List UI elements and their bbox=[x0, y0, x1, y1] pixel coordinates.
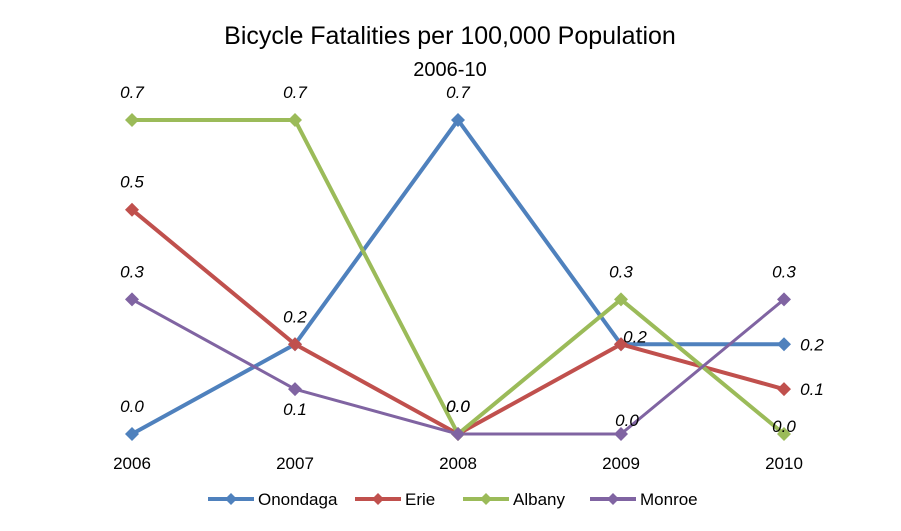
x-tick-label: 2009 bbox=[602, 454, 640, 473]
data-labels: 0.00.20.70.20.50.00.20.10.7 0.70.00.30.00… bbox=[120, 83, 824, 436]
data-label-monroe: 0.3 bbox=[120, 262, 144, 281]
data-label-albany: 0.3 bbox=[609, 262, 633, 281]
legend-label-erie: Erie bbox=[405, 490, 435, 509]
data-label-onondaga: 0.2 bbox=[800, 335, 824, 354]
data-point-onondaga bbox=[777, 337, 791, 352]
data-label-monroe: 0.3 bbox=[772, 262, 796, 281]
series-markers bbox=[125, 113, 791, 441]
data-label-albany: 0.0 bbox=[772, 417, 796, 436]
legend-label-onondaga: Onondaga bbox=[258, 490, 338, 509]
data-label-onondaga: 0.2 bbox=[283, 307, 307, 326]
data-point-albany bbox=[614, 292, 628, 307]
data-point-onondaga bbox=[451, 113, 465, 127]
series-line-onondaga bbox=[131, 118, 784, 436]
series-line-albany bbox=[132, 118, 786, 436]
x-tick-label: 2010 bbox=[765, 454, 803, 473]
legend-marker-monroe bbox=[607, 493, 619, 505]
legend-label-monroe: Monroe bbox=[640, 490, 698, 509]
data-label-onondaga: 0.7 bbox=[446, 83, 470, 102]
legend-marker-onondaga bbox=[225, 493, 237, 505]
x-tick-label: 2006 bbox=[113, 454, 151, 473]
data-point-monroe bbox=[288, 382, 302, 397]
data-point-albany bbox=[125, 113, 139, 127]
x-tick-label: 2008 bbox=[439, 454, 477, 473]
data-point-monroe bbox=[125, 292, 139, 307]
data-label-monroe: 0.0 bbox=[615, 411, 639, 430]
chart-title: Bicycle Fatalities per 100,000 Populatio… bbox=[224, 22, 676, 50]
data-label-erie: 0.2 bbox=[623, 327, 647, 346]
data-label-albany: 0.7 bbox=[283, 83, 307, 102]
data-point-onondaga bbox=[125, 427, 139, 441]
data-point-monroe bbox=[777, 292, 791, 307]
data-label-onondaga: 0.0 bbox=[120, 397, 144, 416]
data-label-albany: 0.7 bbox=[120, 83, 144, 102]
data-label-monroe: 0.1 bbox=[283, 400, 307, 419]
data-label-erie: 0.5 bbox=[120, 173, 144, 192]
data-point-erie bbox=[125, 202, 139, 217]
series-lines bbox=[130, 118, 786, 436]
data-label-erie: 0.0 bbox=[446, 397, 470, 416]
legend-marker-albany bbox=[480, 493, 492, 505]
x-tick-label: 2007 bbox=[276, 454, 314, 473]
x-axis-ticks: 2006 2007 2008 2009 2010 bbox=[113, 454, 803, 473]
legend: Onondaga Erie Albany Monroe bbox=[208, 490, 698, 509]
data-point-albany bbox=[777, 427, 791, 441]
legend-marker-erie bbox=[372, 493, 384, 505]
chart-subtitle: 2006-10 bbox=[413, 59, 486, 81]
data-point-monroe bbox=[451, 427, 465, 441]
data-point-albany bbox=[288, 113, 302, 127]
data-label-erie: 0.1 bbox=[800, 380, 824, 399]
data-point-erie bbox=[614, 337, 628, 352]
legend-label-albany: Albany bbox=[513, 490, 565, 509]
data-point-monroe bbox=[614, 427, 628, 441]
data-point-erie bbox=[777, 382, 791, 397]
data-label-albany: 0.0 bbox=[446, 397, 470, 416]
data-point-erie bbox=[288, 337, 302, 352]
